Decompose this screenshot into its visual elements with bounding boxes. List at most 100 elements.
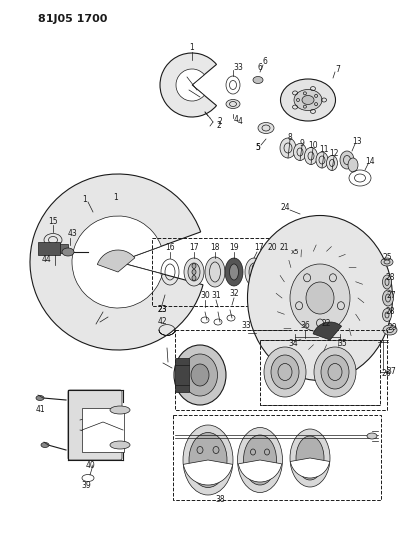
Text: 3: 3	[233, 62, 239, 71]
Text: 6: 6	[263, 58, 267, 67]
Wedge shape	[313, 322, 342, 340]
Ellipse shape	[271, 355, 299, 389]
Ellipse shape	[264, 347, 306, 397]
Text: 24: 24	[280, 203, 290, 212]
Text: 22: 22	[321, 319, 331, 327]
Text: 33: 33	[241, 321, 251, 330]
Ellipse shape	[253, 270, 255, 274]
Ellipse shape	[299, 256, 337, 300]
Text: 37: 37	[386, 367, 396, 376]
Text: 13: 13	[352, 136, 362, 146]
Ellipse shape	[314, 347, 356, 397]
Text: 14: 14	[365, 157, 375, 166]
Wedge shape	[30, 174, 203, 350]
Ellipse shape	[192, 276, 196, 280]
FancyBboxPatch shape	[68, 390, 122, 460]
Ellipse shape	[205, 257, 225, 287]
Ellipse shape	[62, 248, 74, 256]
Text: 40: 40	[85, 461, 95, 470]
Text: 43: 43	[67, 230, 77, 238]
Ellipse shape	[284, 239, 352, 317]
Ellipse shape	[229, 264, 239, 280]
Ellipse shape	[253, 275, 255, 279]
Ellipse shape	[110, 441, 130, 449]
Ellipse shape	[280, 138, 296, 158]
Bar	[260, 340, 380, 405]
Text: 5: 5	[255, 143, 260, 152]
Ellipse shape	[316, 152, 328, 168]
Ellipse shape	[321, 355, 349, 389]
Ellipse shape	[258, 123, 274, 133]
Ellipse shape	[184, 258, 204, 286]
Bar	[60, 244, 68, 253]
Ellipse shape	[290, 429, 330, 487]
Ellipse shape	[296, 436, 324, 480]
Ellipse shape	[309, 267, 327, 289]
Ellipse shape	[367, 433, 377, 439]
Ellipse shape	[182, 354, 217, 396]
Text: 20: 20	[267, 244, 277, 253]
Text: 15: 15	[48, 216, 58, 225]
Ellipse shape	[191, 364, 209, 386]
Wedge shape	[72, 216, 162, 308]
Ellipse shape	[174, 345, 226, 405]
Text: 2: 2	[218, 117, 223, 126]
Wedge shape	[290, 458, 330, 478]
Ellipse shape	[383, 309, 391, 321]
Ellipse shape	[290, 264, 350, 332]
Text: 27: 27	[386, 290, 396, 300]
Ellipse shape	[253, 265, 255, 269]
Wedge shape	[160, 53, 217, 117]
Text: 7: 7	[336, 64, 340, 74]
Text: 3: 3	[237, 62, 243, 71]
Text: 36: 36	[300, 321, 310, 330]
Wedge shape	[183, 460, 233, 485]
Text: 41: 41	[35, 406, 45, 415]
Text: 17: 17	[189, 244, 199, 253]
Ellipse shape	[247, 215, 393, 381]
Wedge shape	[97, 250, 135, 272]
Ellipse shape	[192, 263, 196, 269]
Text: 4: 4	[233, 116, 239, 125]
Text: 25: 25	[382, 253, 392, 262]
Ellipse shape	[383, 290, 393, 306]
Text: 4: 4	[237, 117, 243, 125]
Text: 12: 12	[329, 149, 339, 158]
Ellipse shape	[381, 258, 393, 266]
Text: 19: 19	[229, 244, 239, 253]
Text: 21: 21	[279, 244, 289, 253]
Bar	[173, 415, 381, 500]
Ellipse shape	[281, 79, 336, 121]
Text: 81J05 1700: 81J05 1700	[38, 14, 107, 24]
Text: 23: 23	[157, 304, 167, 313]
Ellipse shape	[41, 442, 49, 448]
Ellipse shape	[294, 143, 306, 160]
Bar	[175, 330, 387, 410]
Text: x5: x5	[291, 249, 299, 255]
Text: 10: 10	[308, 141, 318, 149]
Ellipse shape	[36, 395, 44, 400]
Ellipse shape	[110, 406, 130, 414]
Ellipse shape	[249, 263, 259, 281]
Text: 29: 29	[387, 324, 397, 333]
Text: 11: 11	[319, 146, 329, 155]
Text: 28: 28	[385, 308, 395, 317]
Text: 1: 1	[83, 195, 87, 204]
Ellipse shape	[237, 427, 282, 492]
Ellipse shape	[348, 158, 358, 172]
Ellipse shape	[188, 263, 200, 281]
Text: 23: 23	[157, 304, 167, 313]
Text: 1: 1	[190, 44, 194, 52]
Text: 32: 32	[229, 289, 239, 298]
Text: 34: 34	[288, 338, 298, 348]
Text: 39: 39	[81, 481, 91, 490]
Text: 28: 28	[385, 273, 395, 282]
Ellipse shape	[226, 100, 240, 109]
Text: 35: 35	[337, 338, 347, 348]
Ellipse shape	[326, 156, 338, 171]
Wedge shape	[176, 69, 204, 101]
Ellipse shape	[304, 148, 318, 165]
Text: 8: 8	[288, 133, 292, 141]
Text: 42: 42	[157, 318, 167, 327]
Ellipse shape	[306, 282, 334, 314]
